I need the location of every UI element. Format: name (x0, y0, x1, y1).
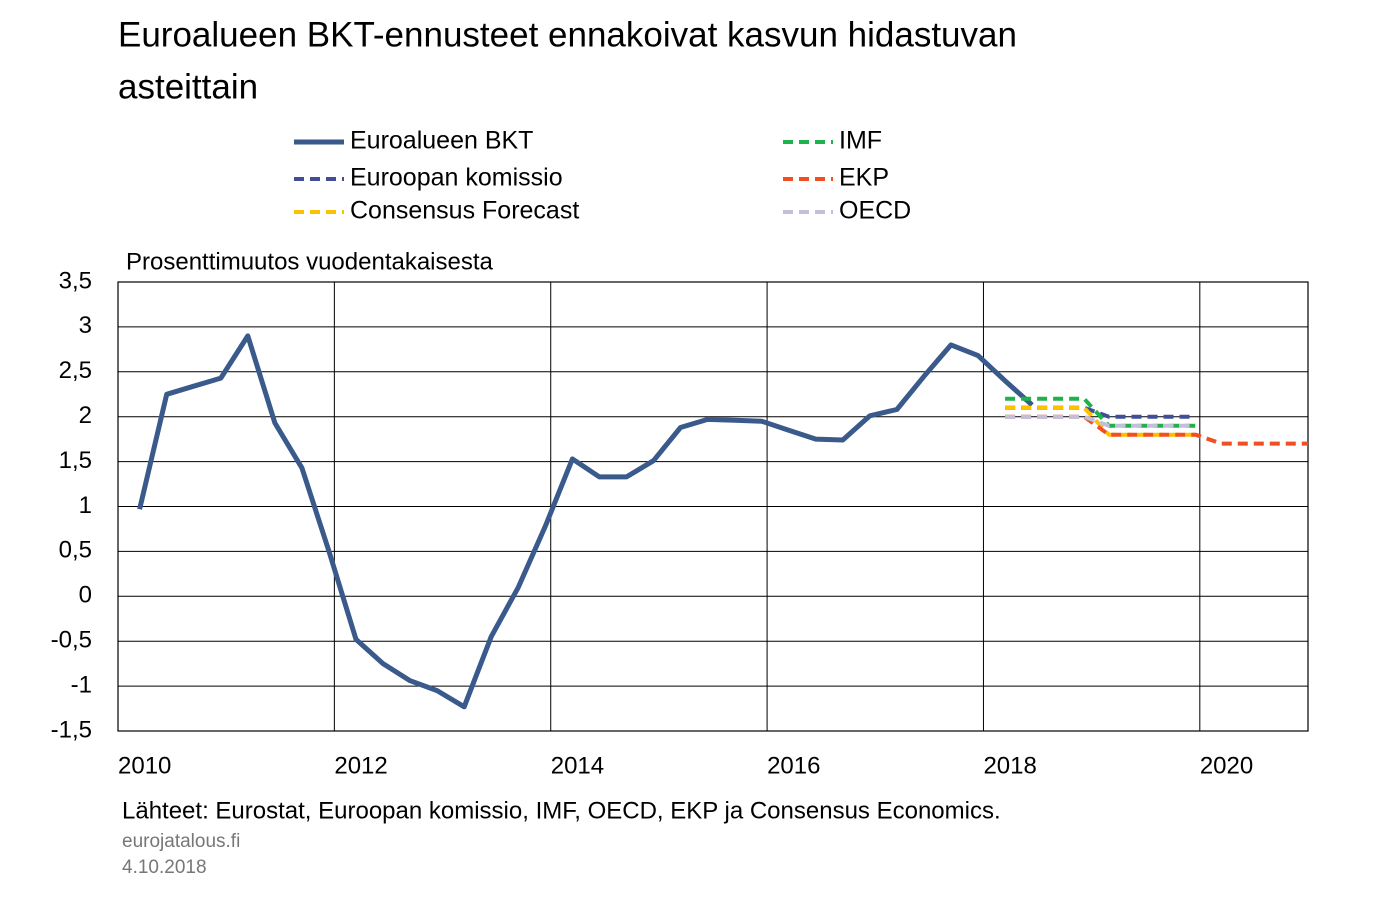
legend-label: OECD (839, 197, 911, 225)
x-tick-label: 2020 (1200, 752, 1253, 779)
series-line (137, 333, 1034, 710)
source-note: Lähteet: Eurostat, Euroopan komissio, IM… (122, 797, 1001, 824)
x-tick-label: 2016 (767, 752, 820, 779)
y-tick-label: -1,5 (51, 716, 92, 743)
series-line (1005, 396, 1196, 428)
legend-label: IMF (839, 127, 882, 155)
series-line (1005, 414, 1308, 446)
x-tick-label: 2014 (551, 752, 604, 779)
y-tick-label: 0 (79, 582, 92, 609)
date-note: 4.10.2018 (122, 857, 207, 878)
x-tick-label: 2010 (118, 752, 171, 779)
legend-label: Euroopan komissio (350, 164, 563, 192)
y-tick-label: 0,5 (59, 537, 92, 564)
y-tick-label: -0,5 (51, 627, 92, 654)
y-axis-label: Prosenttimuutos vuodentakaisesta (126, 248, 494, 275)
series-line (1005, 405, 1196, 437)
y-tick-label: 2 (79, 402, 92, 429)
y-tick-label: 1,5 (59, 447, 92, 474)
legend-label: EKP (839, 164, 889, 192)
plot-frame (117, 281, 1309, 732)
legend-label: Consensus Forecast (350, 197, 579, 225)
chart-title: asteittain (118, 67, 258, 106)
y-tick-label: -1 (71, 671, 92, 698)
y-tick-label: 1 (79, 492, 92, 519)
chart-title: Euroalueen BKT-ennusteet ennakoivat kasv… (118, 15, 1017, 54)
x-tick-label: 2018 (983, 752, 1036, 779)
legend-label: Euroalueen BKT (350, 127, 533, 155)
y-tick-label: 3,5 (59, 267, 92, 294)
site-note: eurojatalous.fi (122, 831, 240, 852)
series-line (1005, 414, 1196, 428)
y-tick-label: 2,5 (59, 357, 92, 384)
y-tick-label: 3 (79, 312, 92, 339)
x-tick-label: 2012 (334, 752, 387, 779)
